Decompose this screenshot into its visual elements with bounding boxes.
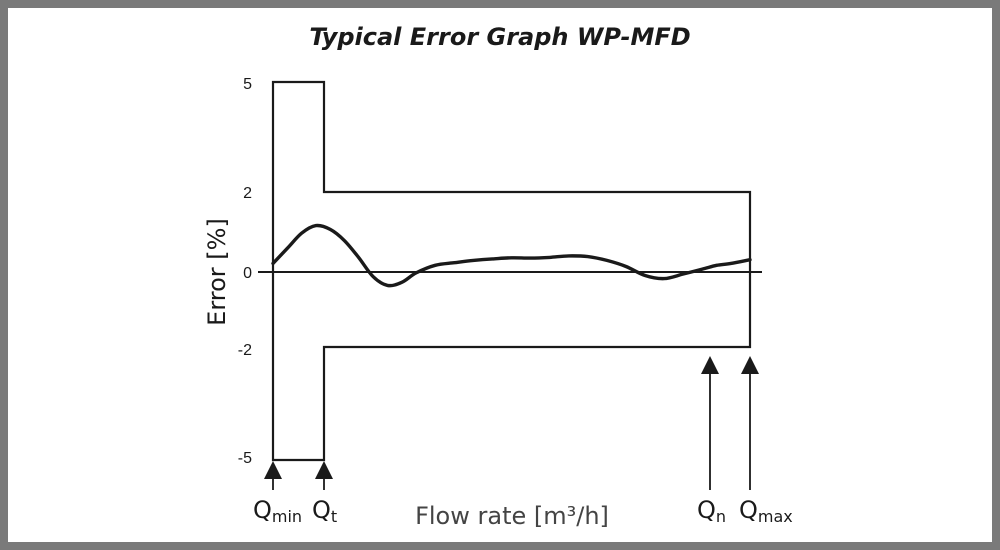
qt-label-sub: t [331, 507, 337, 526]
qn-label-sub: n [716, 507, 726, 526]
qmax-label: Qmax [739, 496, 793, 526]
x-axis-label: Flow rate [m³/h] [415, 502, 609, 530]
y-tick-label-0: 0 [243, 265, 252, 282]
qmin-label-sub: min [272, 507, 302, 526]
qmin-label: Qmin [253, 496, 302, 526]
y-tick-label-neg2: -2 [238, 342, 252, 359]
y-tick-label-neg5: -5 [238, 450, 252, 467]
chart-title: Typical Error Graph WP-MFD [309, 23, 690, 51]
qt-label: Qt [312, 496, 337, 526]
qmax-label-sub: max [758, 507, 793, 526]
y-tick-label-5: 5 [243, 76, 252, 93]
y-tick-label-2: 2 [243, 185, 252, 202]
error-limit-envelope [271, 80, 752, 462]
qt-label-main: Q [312, 496, 331, 524]
error-curve [271, 223, 752, 288]
qn-label: Qn [697, 496, 726, 526]
qmin-label-main: Q [253, 496, 272, 524]
y-axis-label: Error [%] [203, 218, 231, 326]
qmax-label-main: Q [739, 496, 758, 524]
qn-label-main: Q [697, 496, 716, 524]
